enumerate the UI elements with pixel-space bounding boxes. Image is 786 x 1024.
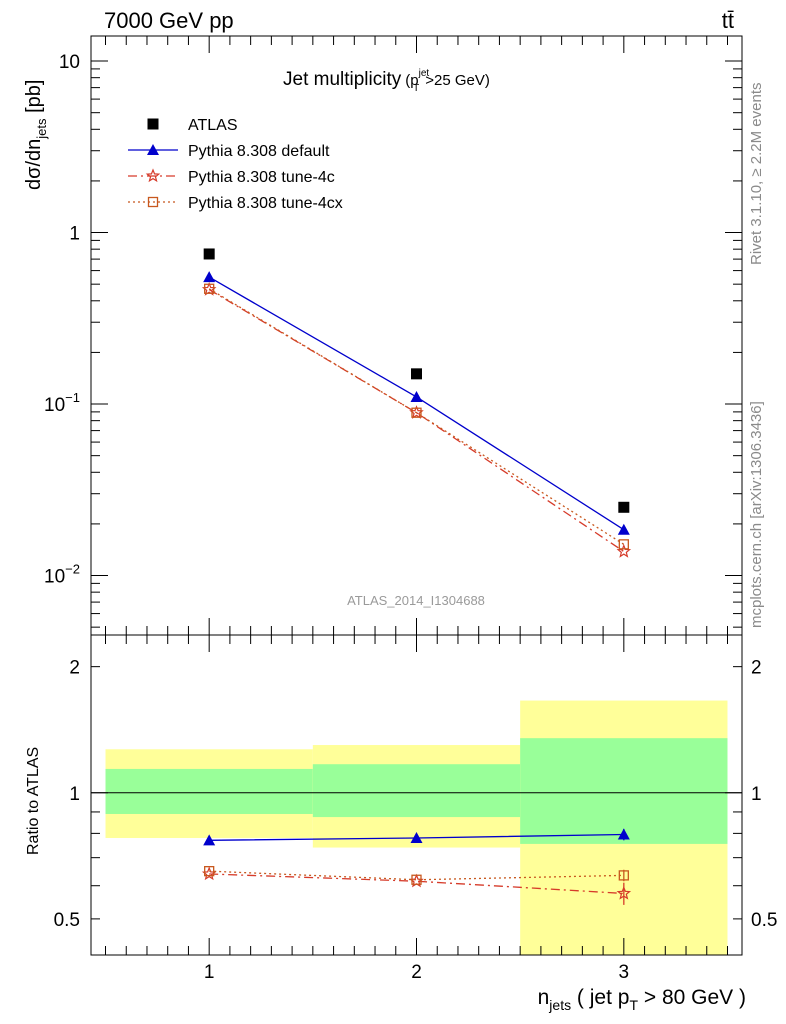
ratio-y-tick-label-left: 2 — [69, 658, 80, 679]
ratio-point-tune4cx — [411, 874, 422, 885]
main-point-atlas — [411, 368, 422, 380]
ratio-x-axis-label-sub: jets — [548, 997, 571, 1013]
main-y-axis-label-base: dσ/dn — [23, 139, 45, 190]
main-point-default — [203, 271, 216, 283]
legend-marker-tune4c — [145, 168, 161, 183]
main-y-tick-label-base: 10 — [59, 52, 80, 73]
energy-label: 7000 GeV pp — [104, 8, 234, 33]
ratio-y-tick-label-right: 2 — [751, 658, 762, 679]
main-title-suffix-rest: >25 GeV) — [425, 72, 490, 89]
ratio-x-tick-label: 2 — [411, 962, 422, 983]
rivet-label: Rivet 3.1.10, ≥ 2.2M events — [748, 83, 765, 266]
main-y-axis-label-rest: [pb] — [23, 80, 45, 119]
main-point-default — [410, 390, 423, 402]
ratio-point-default — [203, 834, 216, 846]
legend-marker-default — [147, 144, 159, 155]
main-y-tick-label-base: 1 — [69, 224, 80, 245]
ratio-plot: 0.5 0.5 1 1 2 2 1 2 3 Ratio to ATLAS njets ( jet… — [25, 634, 777, 1013]
main-y-tick-label: 10−1 — [44, 390, 80, 416]
ratio-y-tick-label-right: 0.5 — [751, 910, 777, 931]
main-point-atlas — [203, 248, 215, 260]
main-y-axis-label-sub: jets — [34, 118, 49, 140]
main-y-tick-label-base: 10 — [44, 395, 65, 416]
ratio-bands — [105, 700, 728, 955]
legend-label-tune4c: Pythia 8.308 tune-4c — [188, 169, 335, 186]
analysis-watermark: ATLAS_2014_I1304688 — [347, 593, 485, 608]
main-y-tick-label-exp: −2 — [65, 562, 80, 577]
legend-marker-atlas — [147, 118, 159, 130]
ratio-point-tune4c — [616, 885, 632, 900]
mcplots-label: mcplots.cern.ch [arXiv:1306.3436] — [748, 401, 765, 628]
legend-label-default: Pythia 8.308 default — [188, 143, 330, 160]
main-point-atlas — [618, 501, 630, 513]
ratio-x-axis-label-sub2: T — [629, 997, 638, 1013]
main-point-tune4cx — [618, 539, 629, 550]
ratio-x-axis-label-rest: > 80 GeV ) — [638, 986, 746, 1009]
ratio-point-default — [410, 831, 423, 843]
main-title: Jet multiplicity (pjet T >25 GeV) — [283, 68, 490, 94]
main-title-suffix-sup: jet — [418, 68, 430, 79]
main-point-tune4cx — [411, 407, 422, 418]
main-series-line-tune4cx — [208, 288, 625, 545]
main-series-line-default — [208, 276, 625, 531]
ratio-marks — [201, 828, 632, 905]
ratio-y-tick-label-left: 1 — [69, 784, 80, 805]
ratio-point-tune4cx — [618, 870, 629, 881]
main-y-axis-label: dσ/dnjets [pb] — [23, 80, 49, 190]
main-point-tune4cx — [204, 283, 215, 294]
legend-label-atlas: ATLAS — [188, 117, 238, 134]
main-title-suffix-sub: T — [413, 83, 419, 94]
ratio-band-green — [520, 738, 728, 844]
main-point-tune4c — [616, 543, 632, 558]
ratio-y-tick-label-left: 0.5 — [54, 910, 80, 931]
ratio-band-green — [105, 768, 313, 814]
ratio-axes: 0.5 0.5 1 1 2 2 1 2 3 — [54, 635, 777, 983]
main-y-tick-label: 10 — [59, 52, 80, 73]
main-point-default — [617, 523, 630, 535]
ratio-x-axis-label-base: n — [538, 986, 550, 1009]
main-y-tick-label-exp: −1 — [65, 390, 80, 405]
ratio-x-axis-label: njets ( jet pT > 80 GeV ) — [538, 986, 746, 1013]
legend-marker-tune4cx — [147, 196, 159, 208]
ratio-series-line-tune4cx — [209, 870, 624, 881]
legend-label-tune4cx: Pythia 8.308 tune-4cx — [188, 195, 343, 212]
ratio-y-tick-label-right: 1 — [751, 784, 762, 805]
ratio-x-tick-label: 1 — [204, 962, 215, 983]
ratio-point-default — [617, 828, 630, 840]
ratio-series-line-tune4c — [209, 873, 624, 895]
process-label: tt̄ — [722, 8, 734, 33]
main-y-tick-label: 10−2 — [44, 562, 80, 588]
legend: ATLAS Pythia 8.308 default Pythia 8.308 tu… — [128, 117, 343, 212]
ratio-x-axis-label-mid: ( jet p — [571, 986, 629, 1009]
main-y-tick-label: 1 — [69, 224, 80, 245]
ratio-x-tick-label: 3 — [619, 962, 630, 983]
main-marks — [201, 248, 632, 558]
main-series-line-tune4c — [208, 289, 625, 553]
main-title-suffix-open: (p — [405, 72, 418, 89]
ratio-band-green — [312, 764, 521, 818]
main-y-tick-label-base: 10 — [44, 567, 65, 588]
ratio-y-axis-label: Ratio to ATLAS — [25, 747, 42, 855]
ratio-point-tune4cx — [204, 866, 215, 877]
main-title-text: Jet multiplicity — [283, 69, 402, 90]
